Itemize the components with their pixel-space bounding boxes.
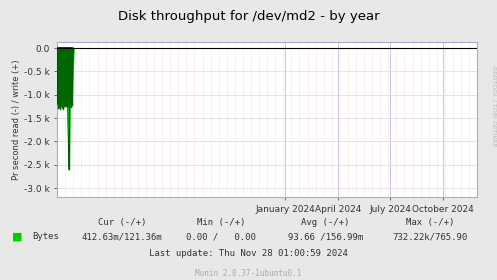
Text: Min (-/+): Min (-/+) (197, 218, 246, 227)
Text: Bytes: Bytes (32, 232, 59, 241)
Y-axis label: Pr second read (-) / write (+): Pr second read (-) / write (+) (12, 59, 21, 180)
Text: Max (-/+): Max (-/+) (406, 218, 454, 227)
Text: Munin 2.0.37-1ubuntu0.1: Munin 2.0.37-1ubuntu0.1 (195, 269, 302, 278)
Text: RRDTOOL / TOBI OETIKER: RRDTOOL / TOBI OETIKER (491, 66, 496, 147)
Text: Last update: Thu Nov 28 01:00:59 2024: Last update: Thu Nov 28 01:00:59 2024 (149, 249, 348, 258)
Text: Disk throughput for /dev/md2 - by year: Disk throughput for /dev/md2 - by year (118, 10, 379, 23)
Text: 732.22k/765.90: 732.22k/765.90 (392, 232, 468, 241)
Text: 0.00 /   0.00: 0.00 / 0.00 (186, 232, 256, 241)
Text: ■: ■ (12, 232, 23, 242)
Text: Cur (-/+): Cur (-/+) (97, 218, 146, 227)
Text: 93.66 /156.99m: 93.66 /156.99m (288, 232, 363, 241)
Text: 412.63m/121.36m: 412.63m/121.36m (82, 232, 162, 241)
Text: Avg (-/+): Avg (-/+) (301, 218, 350, 227)
